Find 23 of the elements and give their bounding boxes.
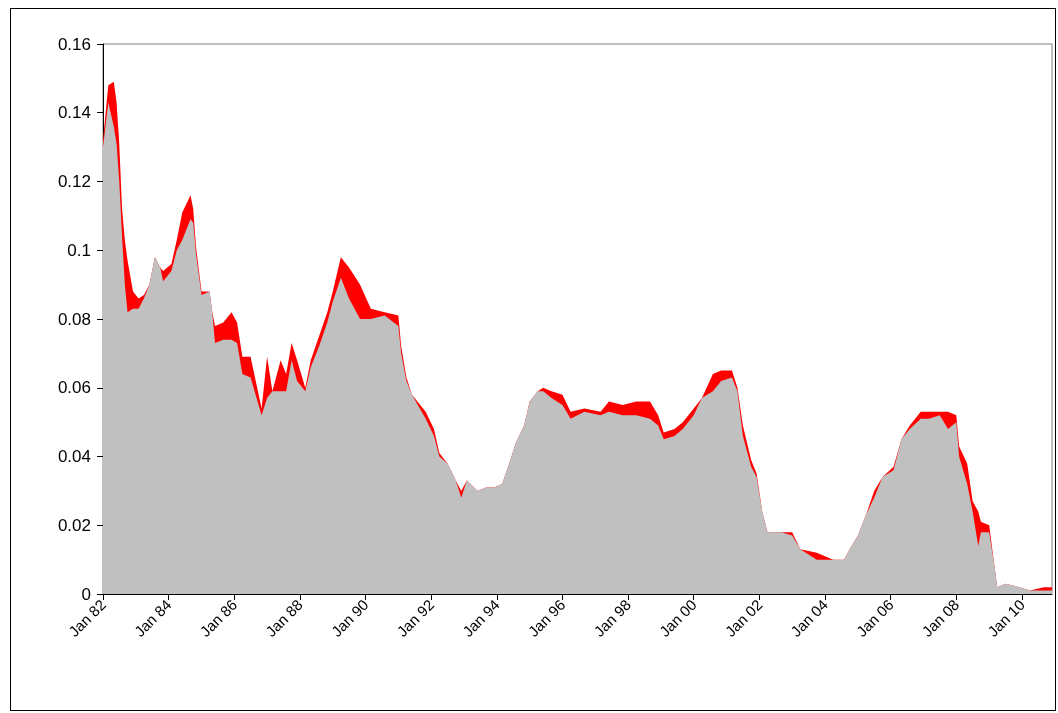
y-tick-label: 0.08 <box>57 309 91 329</box>
y-tick-label: 0.02 <box>57 515 91 535</box>
y-tick-label: 0.06 <box>57 378 91 398</box>
y-tick-label: 0.14 <box>57 103 91 123</box>
y-tick-label: 0.12 <box>57 172 91 191</box>
x-tick-label: Jan 04 <box>787 595 832 640</box>
x-tick-label: Jan 84 <box>130 595 175 640</box>
x-tick-label: Jan 06 <box>852 595 897 640</box>
x-tick-label: Jan 94 <box>459 595 503 640</box>
x-tick-label: Jan 08 <box>918 595 963 640</box>
y-tick-label: 0.1 <box>67 240 91 260</box>
x-tick-label: Jan 90 <box>327 595 372 640</box>
x-tick-label: Jan 88 <box>262 595 306 640</box>
y-tick-label: 0.16 <box>57 34 91 54</box>
x-tick-label: Jan 10 <box>984 595 1028 640</box>
y-tick-label: 0 <box>81 584 91 604</box>
x-tick-label: Jan 96 <box>524 595 569 640</box>
x-tick-label: Jan 00 <box>655 595 700 640</box>
x-tick-label: Jan 02 <box>721 595 766 640</box>
x-tick-label: Jan 86 <box>196 595 241 640</box>
y-tick-label: 0.04 <box>57 447 91 466</box>
x-tick-label: Jan 92 <box>393 595 438 640</box>
x-tick-label: Jan 98 <box>590 595 635 640</box>
